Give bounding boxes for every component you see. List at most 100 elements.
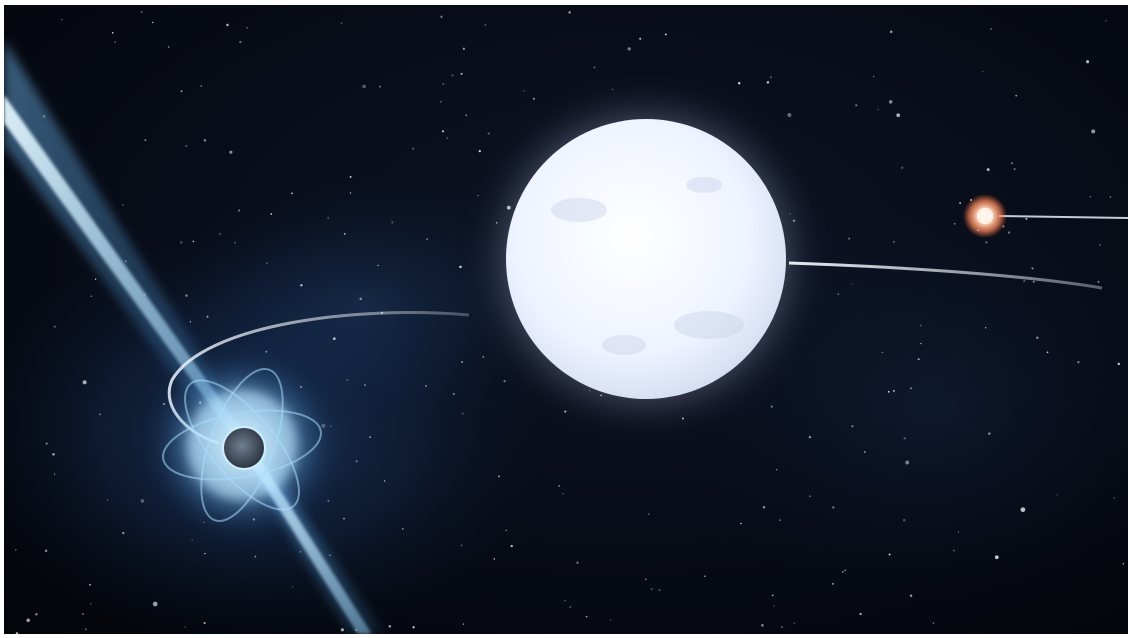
background-star — [203, 139, 207, 142]
background-star — [780, 625, 784, 629]
background-star — [832, 506, 835, 509]
background-star — [523, 90, 526, 92]
background-star — [832, 583, 834, 585]
background-star — [888, 100, 893, 104]
outer-star-orbit-line — [998, 215, 1128, 219]
background-star — [163, 403, 166, 406]
background-star — [1025, 217, 1028, 220]
background-star — [851, 425, 854, 428]
background-star — [503, 380, 506, 383]
background-star — [766, 81, 770, 84]
background-star — [440, 15, 443, 18]
background-star — [378, 85, 382, 88]
background-star — [465, 114, 468, 117]
background-star — [388, 625, 392, 628]
background-star — [189, 321, 192, 323]
background-star — [808, 435, 812, 439]
background-star — [82, 380, 87, 385]
background-star — [442, 83, 445, 85]
background-star — [487, 132, 490, 135]
background-star — [84, 628, 87, 631]
background-star — [769, 76, 772, 79]
background-star — [863, 450, 866, 454]
background-star — [851, 283, 854, 285]
background-star — [1089, 196, 1092, 198]
background-star — [1086, 60, 1090, 64]
background-star — [290, 192, 293, 195]
background-star — [771, 594, 774, 597]
background-star — [167, 46, 170, 48]
background-star — [1010, 161, 1014, 165]
background-star — [327, 499, 330, 502]
background-star — [919, 324, 922, 327]
background-star — [35, 613, 38, 616]
background-star — [808, 495, 811, 498]
background-star — [1077, 361, 1080, 364]
background-star — [568, 11, 571, 14]
background-star — [779, 519, 781, 521]
background-star — [440, 101, 442, 103]
background-star — [585, 615, 588, 618]
background-star — [776, 469, 778, 471]
background-star — [246, 26, 248, 29]
background-star — [478, 149, 481, 153]
background-star — [564, 410, 567, 413]
background-star — [343, 233, 346, 235]
background-star — [859, 612, 862, 616]
background-star — [53, 325, 57, 328]
background-star — [89, 583, 91, 586]
background-star — [144, 139, 147, 142]
background-star — [892, 240, 896, 243]
background-star — [1099, 244, 1101, 246]
background-star — [887, 390, 890, 393]
background-star — [152, 601, 158, 607]
background-star — [1015, 94, 1017, 97]
background-star — [94, 278, 97, 280]
background-star — [1031, 267, 1034, 270]
background-star — [140, 10, 143, 14]
background-star — [44, 549, 48, 553]
background-star — [558, 484, 561, 487]
background-star — [848, 237, 851, 240]
background-star — [359, 297, 362, 301]
background-star — [291, 586, 294, 588]
background-star — [510, 544, 513, 548]
background-star — [994, 555, 999, 560]
background-star — [200, 85, 202, 87]
background-star — [425, 385, 427, 387]
background-star — [909, 594, 913, 597]
background-star — [903, 437, 906, 440]
background-star — [953, 222, 956, 225]
background-star — [122, 531, 125, 535]
background-star — [203, 621, 206, 625]
background-star — [959, 202, 962, 204]
background-star — [401, 527, 404, 530]
background-star — [185, 294, 188, 297]
background-star — [611, 88, 614, 91]
background-star — [952, 549, 955, 552]
background-star — [238, 209, 241, 212]
white-dwarf-orbit-line — [788, 261, 1103, 290]
background-star — [99, 413, 102, 416]
background-star — [917, 358, 920, 361]
background-star — [106, 499, 109, 501]
background-star — [877, 108, 879, 111]
background-star — [761, 624, 764, 627]
background-star — [254, 555, 257, 558]
background-star — [1113, 497, 1116, 499]
background-star — [562, 492, 565, 495]
background-star — [460, 72, 463, 76]
background-star — [226, 23, 229, 27]
background-star — [892, 389, 895, 392]
background-star — [1023, 279, 1026, 283]
background-star — [234, 242, 236, 244]
background-star — [989, 27, 993, 31]
background-star — [957, 531, 960, 533]
background-star — [988, 432, 991, 435]
background-star — [1109, 196, 1112, 198]
background-star — [1097, 280, 1100, 283]
background-star — [910, 387, 912, 390]
background-star — [52, 453, 55, 456]
background-star — [460, 544, 463, 547]
background-star — [900, 166, 904, 170]
